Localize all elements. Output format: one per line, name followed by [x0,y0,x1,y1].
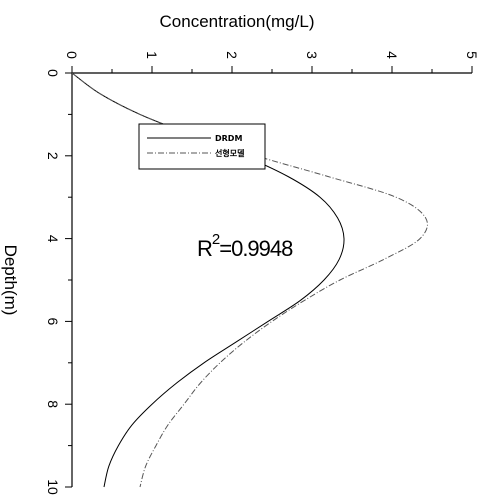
r-squared-symbol: R [197,236,212,261]
depth-tick-label: 8 [45,400,61,408]
concentration-ticks: 0 1 2 3 4 5 [64,51,477,73]
concentration-tick-label: 2 [224,51,240,59]
legend: DRDM 선형모델 [138,123,266,170]
concentration-tick-label: 4 [384,51,400,59]
r-squared-value: =0.9948 [219,236,293,261]
depth-tick-label: 4 [45,235,61,243]
concentration-tick-label: 3 [304,51,320,59]
r-squared-annotation: R2=0.9948 [197,231,293,261]
legend-label-drdm: DRDM [215,134,242,143]
depth-tick-label: 10 [45,479,61,495]
concentration-tick-label: 5 [464,51,477,59]
depth-ticks: 0 2 4 6 8 10 [45,69,72,495]
depth-tick-label: 2 [45,152,61,160]
legend-label-linear-model: 선형모델 [215,148,244,158]
concentration-tick-label: 1 [144,51,160,59]
depth-tick-label: 6 [45,318,61,326]
concentration-axis-title: Concentration(mg/L) [160,12,315,31]
r-squared-superscript: 2 [212,231,220,248]
depth-axis-title: Depth(m) [1,245,20,316]
depth-tick-label: 0 [45,69,61,77]
legend-box [138,123,266,170]
concentration-tick-label: 0 [64,51,80,59]
